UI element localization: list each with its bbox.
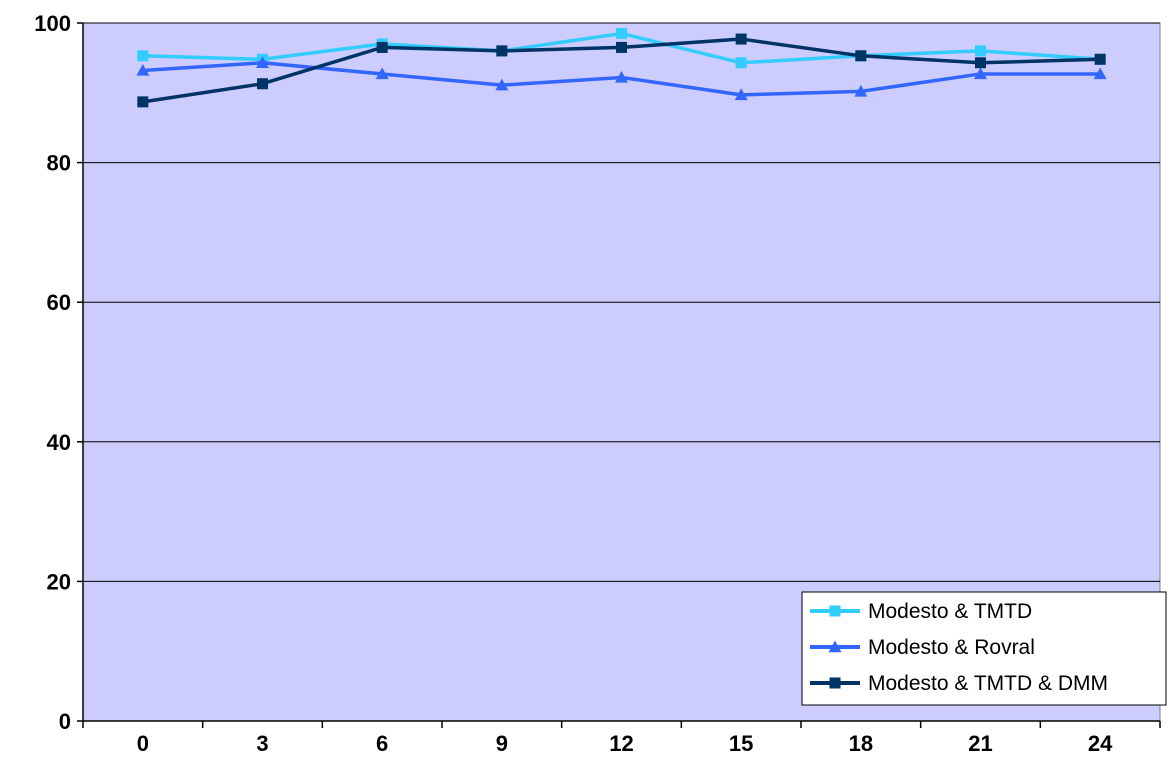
data-point-series-1-x-0	[137, 50, 149, 62]
data-point-series-3-x-21	[975, 57, 986, 69]
legend-item-2: Modesto & Rovral	[810, 636, 1035, 659]
y-tick-label-0: 0	[59, 709, 71, 734]
data-point-series-3-x-18	[855, 50, 867, 62]
series-3	[137, 33, 1106, 108]
x-tick-label-18: 18	[849, 731, 873, 756]
y-tick-label-100: 100	[34, 11, 71, 36]
data-point-series-2-x-9	[495, 78, 509, 91]
legend-item-3: Modesto & TMTD & DMM	[810, 672, 1108, 695]
x-tick-label-12: 12	[609, 731, 633, 756]
data-point-series-1-x-12	[616, 27, 627, 39]
legend: Modesto & TMTD Modesto & Rovral Modesto & …	[801, 591, 1167, 706]
legend-label: Modesto & TMTD & DMM	[868, 672, 1108, 695]
data-point-series-1-x-21	[975, 45, 986, 57]
data-point-series-3-x-12	[616, 41, 627, 53]
legend-swatch-marker	[829, 605, 841, 617]
y-tick-label-60: 60	[47, 290, 71, 315]
data-point-series-2-x-3	[256, 56, 269, 68]
x-tick-label-0: 0	[137, 731, 149, 756]
series-lines	[136, 27, 1107, 108]
data-point-series-2-x-18	[854, 84, 868, 97]
y-axis-tick-labels: 0 20 40 60 80 100	[34, 11, 71, 734]
data-point-series-3-x-3	[257, 78, 268, 90]
x-tick-label-3: 3	[256, 731, 268, 756]
y-tick-label-20: 20	[47, 569, 71, 594]
legend-label: Modesto & TMTD	[868, 600, 1032, 623]
legend-swatch-marker	[829, 677, 841, 689]
x-tick-label-21: 21	[968, 731, 992, 756]
legend-box	[801, 591, 1167, 706]
data-point-series-3-x-6	[376, 41, 388, 53]
x-tick-label-15: 15	[729, 731, 753, 756]
data-point-series-2-x-24	[1093, 67, 1107, 80]
x-axis-tick-labels: 0 3 6 9 12 15 18 21 24	[137, 731, 1113, 756]
data-point-series-2-x-15	[734, 88, 748, 101]
data-point-series-2-x-6	[375, 67, 389, 80]
data-point-series-2-x-12	[615, 70, 628, 83]
data-point-series-3-x-15	[735, 33, 747, 45]
legend-item-1: Modesto & TMTD	[810, 600, 1032, 623]
series-2	[136, 56, 1107, 101]
data-point-series-3-x-24	[1094, 53, 1106, 65]
y-tick-label-40: 40	[47, 430, 71, 455]
data-point-series-3-x-9	[496, 45, 508, 57]
axes	[77, 22, 1161, 728]
data-point-series-2-x-21	[974, 67, 987, 80]
y-tick-label-80: 80	[47, 151, 71, 176]
legend-swatch-marker	[828, 640, 842, 653]
data-point-series-2-x-0	[136, 63, 150, 76]
x-tick-label-6: 6	[376, 731, 388, 756]
x-tick-label-24: 24	[1088, 731, 1113, 756]
data-point-series-3-x-0	[137, 96, 149, 108]
legend-label: Modesto & Rovral	[868, 636, 1035, 659]
data-point-series-1-x-15	[735, 57, 747, 69]
gridlines	[83, 22, 1160, 582]
x-tick-label-9: 9	[496, 731, 508, 756]
